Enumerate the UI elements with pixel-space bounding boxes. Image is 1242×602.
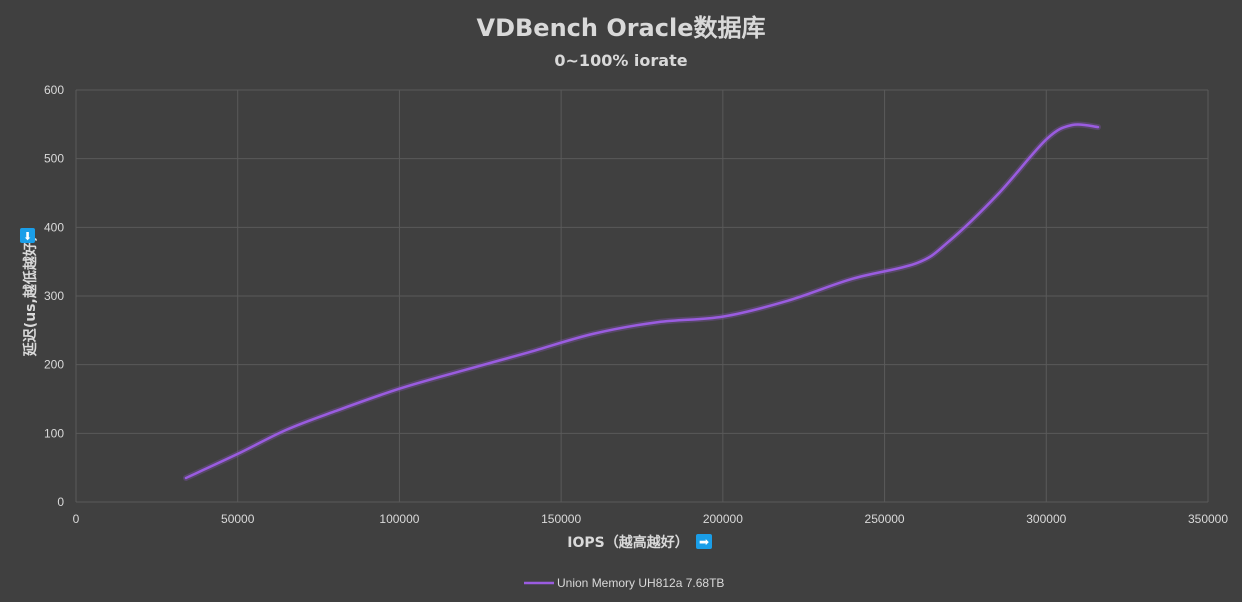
series-layer: [182, 121, 1102, 481]
y-tick-label: 0: [57, 495, 64, 509]
y-tick-label: 100: [44, 426, 64, 440]
chart-subtitle: 0~100% iorate: [554, 51, 687, 70]
legend-label: Union Memory UH812a 7.68TB: [557, 576, 724, 590]
y-tick-label: 500: [44, 152, 64, 166]
down-arrow-icon: ⬇: [23, 230, 32, 243]
chart-title: VDBench Oracle数据库: [477, 14, 766, 42]
x-axis-title-group: IOPS（越高越好） ➡: [567, 534, 712, 551]
y-axis-title: 延迟(us,越低越好): [22, 236, 39, 357]
y-arrow-badge: [20, 228, 35, 243]
x-tick-label: 100000: [379, 512, 419, 526]
y-tick-label: 300: [44, 289, 64, 303]
x-tick-label: 50000: [221, 512, 255, 526]
y-tick-label: 400: [44, 220, 64, 234]
grid: [75, 89, 1209, 503]
x-tick-label: 300000: [1026, 512, 1066, 526]
x-tick-label: 150000: [541, 512, 581, 526]
legend: Union Memory UH812a 7.68TB: [524, 576, 724, 590]
tick-labels: 0 100 200 300 400 500 600 0 50000 100000 150000 200…: [44, 83, 1228, 526]
right-arrow-icon: ➡: [699, 535, 709, 549]
x-arrow-badge: [696, 534, 712, 549]
series-line-glow: [182, 121, 1102, 481]
x-tick-label: 200000: [703, 512, 743, 526]
series-line: [184, 123, 1100, 480]
x-tick-label: 350000: [1188, 512, 1228, 526]
x-tick-label: 250000: [865, 512, 905, 526]
y-tick-label: 600: [44, 83, 64, 97]
x-axis-title: IOPS（越高越好）: [567, 534, 688, 551]
x-tick-label: 0: [73, 512, 80, 526]
y-axis-title-group: 延迟(us,越低越好) ⬇: [20, 228, 39, 357]
y-tick-label: 200: [44, 358, 64, 372]
